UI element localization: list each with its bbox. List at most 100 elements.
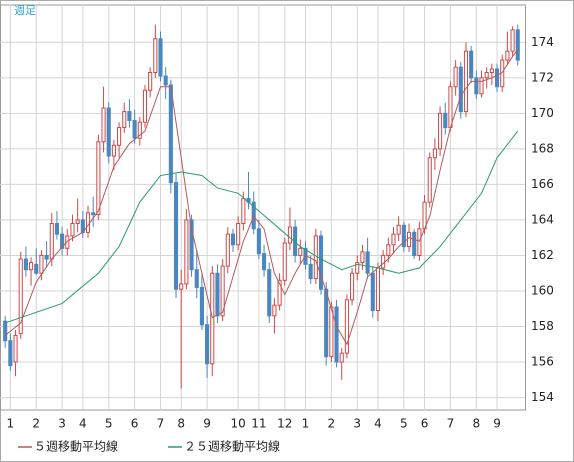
candle-body (101, 107, 106, 143)
x-tick-label: 9 (203, 417, 211, 431)
x-tick-label: 1 (302, 417, 310, 431)
x-tick-label: 8 (177, 417, 185, 431)
candle-body (3, 320, 8, 342)
candle-body (199, 286, 204, 326)
candle-body (272, 304, 277, 317)
x-tick-label: 3 (353, 417, 361, 431)
candle-body (127, 111, 132, 121)
x-tick-label: 12 (277, 417, 292, 431)
x-tick-label: 6 (131, 417, 139, 431)
candle-body (474, 77, 479, 95)
candle-body (96, 141, 101, 216)
candle-body (215, 272, 220, 317)
x-tick-label: 10 (231, 417, 246, 431)
candle-body (13, 334, 18, 363)
candle-body (148, 72, 153, 91)
candle-body (412, 231, 417, 256)
x-tick-label: 4 (79, 417, 87, 431)
y-tick-label: 160 (531, 283, 554, 297)
candle-body (142, 89, 148, 123)
candle-body (60, 233, 65, 249)
candle-body (189, 219, 194, 271)
candle-body (241, 198, 246, 224)
x-tick-label: 7 (157, 417, 165, 431)
candle-body (282, 242, 287, 281)
candle-body (220, 265, 225, 317)
x-tick-label: 11 (251, 417, 266, 431)
candle-body (396, 224, 401, 235)
x-tick-label: 6 (421, 417, 429, 431)
x-tick-label: 8 (473, 417, 481, 431)
y-tick-label: 156 (531, 355, 554, 369)
candle-body (469, 50, 474, 79)
x-tick-label: 9 (493, 417, 501, 431)
candle-body (365, 251, 370, 274)
candle-body (443, 112, 448, 129)
candle-body (75, 219, 80, 224)
candle-body (298, 247, 303, 256)
legend-label: ５週移動平均線 (34, 439, 118, 454)
candle-body (427, 157, 432, 203)
candle-body (256, 228, 261, 255)
chart-title: 週足 (14, 4, 36, 17)
legend-label: ２５週移動平均線 (184, 439, 280, 454)
candle-body (179, 283, 184, 290)
candle-body (49, 222, 54, 260)
candle-body (381, 254, 386, 269)
candle-body (29, 262, 34, 271)
candle-body (318, 235, 324, 290)
candle-body (406, 231, 412, 248)
candle-body (370, 272, 375, 312)
candle-body (448, 86, 453, 129)
y-tick-label: 166 (531, 177, 554, 191)
candle-body (391, 233, 396, 246)
x-tick-label: 5 (400, 417, 408, 431)
candle-body (350, 272, 355, 301)
candle-body (173, 182, 179, 290)
candle-body (70, 222, 75, 237)
candle-body (194, 269, 199, 288)
y-tick-label: 172 (531, 70, 554, 84)
candle-body (210, 272, 215, 365)
candle-body (106, 107, 111, 157)
x-tick-label: 2 (32, 417, 40, 431)
candle-body (313, 235, 318, 280)
candle-body (137, 121, 142, 139)
candle-body (344, 299, 349, 354)
x-tick-label: 1 (7, 417, 15, 431)
candle-body (329, 306, 334, 358)
candle-body (324, 288, 329, 358)
candle-body (453, 66, 458, 88)
candle-body (122, 111, 127, 129)
x-tick-label: 7 (447, 417, 455, 431)
x-tick-label: 5 (105, 417, 113, 431)
y-tick-label: 162 (531, 248, 554, 262)
candle-body (236, 222, 241, 246)
candle-body (458, 66, 463, 113)
candle-body (489, 68, 494, 73)
candle-body (205, 324, 210, 365)
candle-body (111, 144, 116, 157)
candle-body (91, 212, 96, 216)
candle-body (117, 127, 122, 146)
candle-body (308, 263, 313, 280)
candle-body (515, 29, 520, 61)
y-tick-label: 154 (531, 390, 554, 404)
candle-body (417, 228, 422, 256)
candle-body (85, 212, 91, 233)
candle-body (184, 219, 189, 285)
candle-body (44, 254, 49, 260)
candle-body (163, 75, 168, 86)
candle-body (251, 201, 256, 230)
candle-body (422, 201, 427, 230)
candle-body (168, 84, 173, 184)
candle-body (334, 306, 339, 363)
candle-body (54, 222, 60, 235)
y-tick-label: 164 (531, 212, 554, 226)
candle-body (8, 340, 13, 367)
candle-body (355, 262, 360, 274)
candle-body (65, 235, 70, 249)
candle-body (339, 352, 344, 363)
candle-body (23, 258, 28, 271)
candle-body (432, 148, 437, 159)
